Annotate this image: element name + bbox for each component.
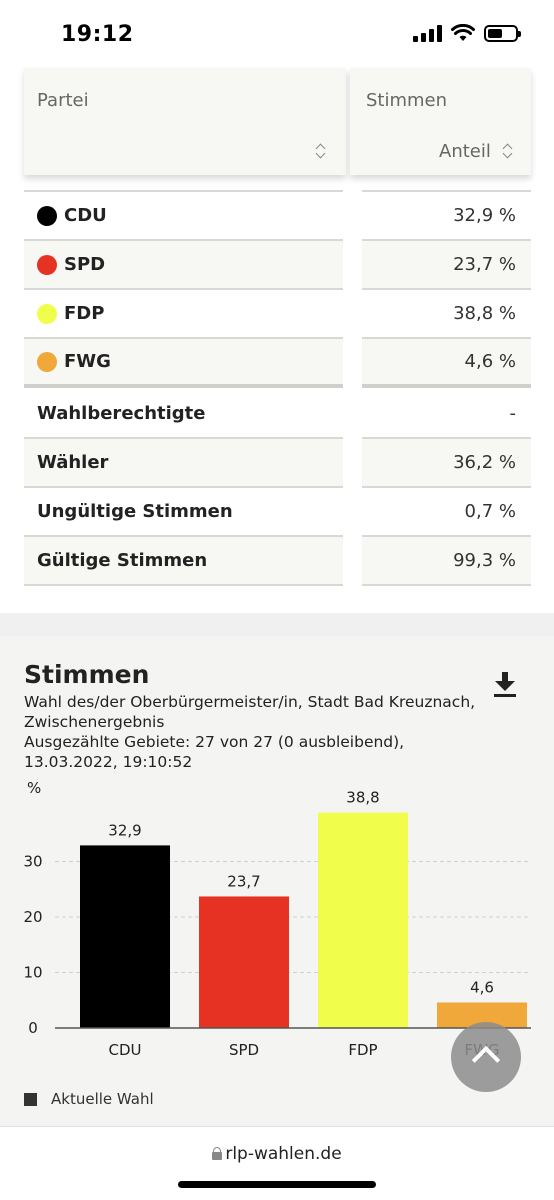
stat-value: -: [362, 390, 531, 439]
sort-icon[interactable]: [502, 142, 514, 160]
bar-cdu: [80, 845, 170, 1028]
party-color-dot: [37, 205, 57, 226]
y-tick-label: 0: [28, 1019, 38, 1037]
status-bar: 19:12: [0, 0, 554, 68]
y-tick-label: 20: [23, 908, 42, 926]
table-row: Wahlberechtigte -: [0, 390, 554, 439]
address-bar[interactable]: rlp-wahlen.de: [0, 1144, 554, 1164]
party-share: 32,9 %: [362, 192, 531, 241]
table-row: Gültige Stimmen 99,3 %: [0, 537, 554, 586]
x-tick-label: CDU: [108, 1041, 141, 1059]
stat-value: 36,2 %: [362, 439, 531, 488]
table-row: FWG 4,6 %: [0, 339, 554, 388]
column-header-share-label: Anteil: [439, 141, 491, 162]
bar-fdp: [318, 812, 408, 1028]
stat-label: Wahlberechtigte: [37, 403, 206, 424]
cellular-signal-icon: [413, 24, 442, 42]
party-share: 38,8 %: [362, 290, 531, 339]
table-row: FDP 38,8 %: [0, 290, 554, 339]
column-header-party-label: Partei: [37, 90, 89, 111]
sort-icon[interactable]: [315, 142, 327, 160]
data-label: 4,6: [470, 978, 494, 996]
column-header-votes[interactable]: Stimmen Anteil: [350, 68, 531, 175]
party-color-dot: [37, 351, 57, 372]
data-label: 38,8: [346, 789, 379, 807]
y-tick-label: 10: [23, 964, 42, 982]
x-tick-label: FDP: [348, 1041, 377, 1059]
chart-title: Stimmen: [24, 660, 150, 689]
table-row: Ungültige Stimmen 0,7 %: [0, 488, 554, 537]
party-color-dot: [37, 303, 57, 324]
stat-label: Ungültige Stimmen: [37, 501, 233, 522]
party-name: SPD: [64, 254, 106, 275]
data-label: 23,7: [227, 872, 260, 890]
party-share: 4,6 %: [362, 339, 531, 388]
column-header-party[interactable]: Partei: [24, 68, 346, 175]
results-table: Partei Stimmen Anteil CDU 32,9 % SPD 23,…: [0, 68, 554, 613]
column-header-votes-label: Stimmen: [366, 90, 448, 111]
data-label: 32,9: [108, 821, 141, 839]
status-time: 19:12: [61, 22, 134, 47]
download-icon[interactable]: [494, 672, 516, 698]
table-row: SPD 23,7 %: [0, 241, 554, 290]
lock-icon: [212, 1147, 223, 1160]
stat-label: Gültige Stimmen: [37, 550, 208, 571]
legend-label: Aktuelle Wahl: [51, 1090, 154, 1108]
browser-bottom-bar: rlp-wahlen.de: [0, 1126, 554, 1200]
home-indicator[interactable]: [178, 1181, 376, 1188]
table-row: CDU 32,9 %: [0, 192, 554, 241]
status-icons: [413, 24, 521, 42]
party-name: FDP: [64, 303, 105, 324]
chart-subtitle: Wahl des/der Oberbürgermeister/in, Stadt…: [24, 693, 476, 731]
party-name: CDU: [64, 205, 107, 226]
chevron-up-icon: [471, 1045, 501, 1075]
party-share: 23,7 %: [362, 241, 531, 290]
bar-spd: [199, 896, 289, 1028]
battery-icon: [484, 24, 521, 42]
y-axis-unit: %: [27, 779, 42, 797]
stat-label: Wähler: [37, 452, 109, 473]
x-tick-label: SPD: [229, 1041, 259, 1059]
scroll-to-top-button[interactable]: [451, 1022, 521, 1092]
party-name: FWG: [64, 351, 111, 372]
table-row: Wähler 36,2 %: [0, 439, 554, 488]
chart-counted-info: Ausgezählte Gebiete: 27 von 27 (0 ausble…: [24, 733, 405, 771]
legend-swatch: [24, 1092, 37, 1106]
y-tick-label: 30: [23, 853, 42, 871]
stat-value: 99,3 %: [362, 537, 531, 586]
url-text: rlp-wahlen.de: [225, 1144, 342, 1164]
stat-value: 0,7 %: [362, 488, 531, 537]
chart-legend[interactable]: Aktuelle Wahl: [24, 1090, 154, 1108]
party-color-dot: [37, 254, 57, 275]
wifi-icon: [451, 24, 475, 41]
